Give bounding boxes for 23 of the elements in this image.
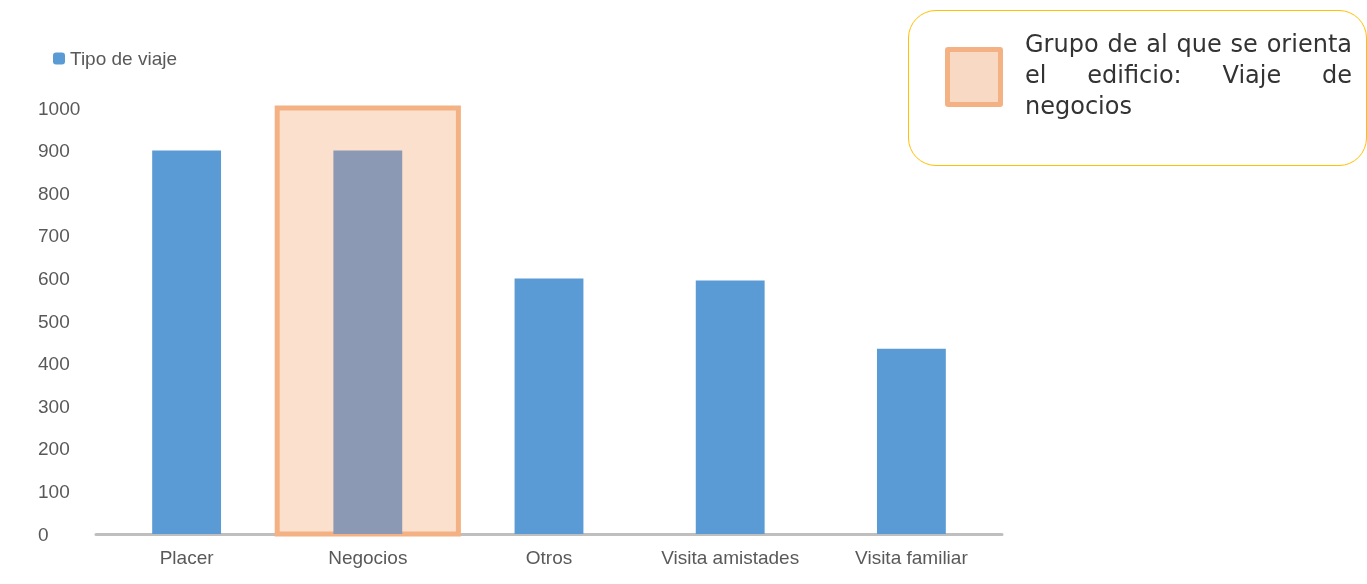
y-tick-label: 100 bbox=[38, 480, 70, 502]
y-tick-label: 500 bbox=[38, 310, 70, 332]
y-tick-label: 400 bbox=[38, 353, 70, 375]
x-tick-label: Otros bbox=[525, 547, 573, 568]
bar bbox=[152, 150, 222, 534]
x-tick-label: Placer bbox=[159, 547, 215, 568]
y-tick-label: 800 bbox=[38, 182, 70, 204]
y-tick-label: 200 bbox=[38, 438, 70, 460]
bar bbox=[695, 280, 765, 534]
y-tick-label: 300 bbox=[38, 395, 70, 417]
callout-box: Grupo de al que se orienta el edificio: Viaje de negocios bbox=[908, 10, 1367, 166]
y-tick-label: 600 bbox=[38, 267, 70, 289]
y-tick-label: 0 bbox=[38, 523, 49, 545]
legend-label: Grupo de al que se orienta el edificio: Viaje de negocios bbox=[1025, 29, 1352, 122]
legend-label: Tipo de viaje bbox=[70, 48, 178, 69]
x-tick-label: Visita familiar bbox=[855, 547, 969, 568]
y-tick-label: 700 bbox=[38, 225, 70, 247]
bar bbox=[876, 348, 946, 534]
x-tick-label: Visita amistades bbox=[661, 547, 800, 568]
bar bbox=[514, 278, 584, 534]
y-tick-label: 900 bbox=[38, 140, 70, 162]
y-tick-label: 1000 bbox=[38, 97, 81, 119]
x-tick-label: Negocios bbox=[328, 547, 408, 568]
